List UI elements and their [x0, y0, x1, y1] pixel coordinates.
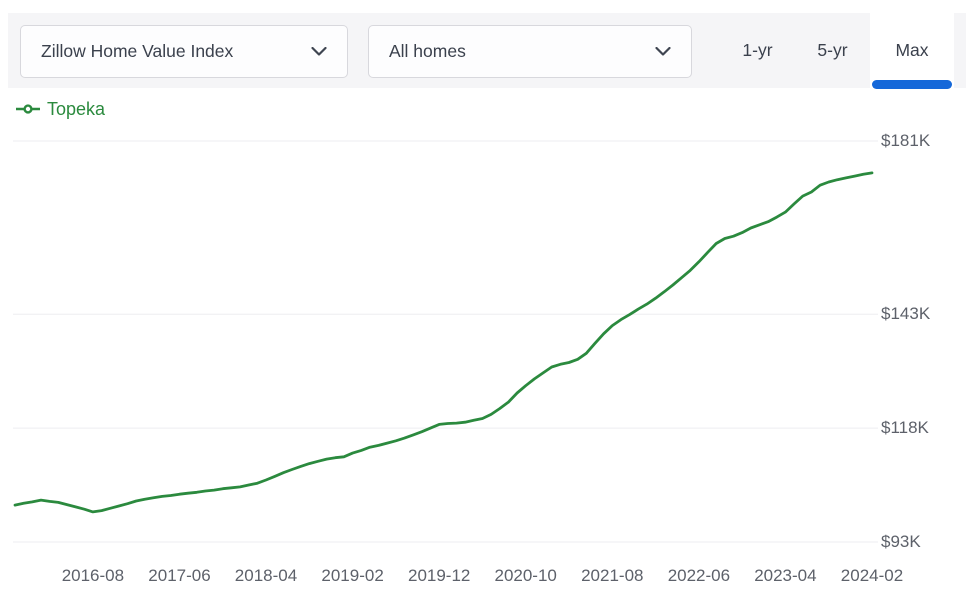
x-axis-label: 2019-02 [321, 566, 384, 585]
series-marker-icon [16, 104, 40, 114]
chevron-down-icon [311, 47, 327, 56]
x-axis-label: 2018-04 [234, 566, 298, 585]
chevron-down-icon [655, 47, 671, 56]
chart-controls-bar: Zillow Home Value Index All homes 1-yr 5… [8, 13, 966, 89]
home-type-dropdown-value: All homes [389, 41, 466, 61]
x-axis-label: 2022-06 [667, 566, 731, 585]
legend-item-topeka[interactable]: Topeka [16, 98, 105, 120]
x-axis-label: 2020-10 [494, 566, 557, 585]
tab-5yr[interactable]: 5-yr [795, 13, 870, 88]
y-axis-label: $118K [881, 418, 929, 438]
series-line-topeka [13, 171, 874, 514]
x-axis-label: 2016-08 [61, 566, 125, 585]
x-axis-label: 2023-04 [754, 566, 817, 585]
y-axis-label: $93K [881, 532, 921, 551]
y-axis-label: $143K [881, 304, 931, 324]
tab-max-label: Max [895, 40, 929, 60]
range-tabs: 1-yr 5-yr Max [720, 13, 954, 89]
legend-series-label: Topeka [47, 98, 106, 119]
tab-max[interactable]: Max [870, 13, 954, 89]
x-axis-label: 2024-02 [840, 566, 904, 585]
tab-1yr[interactable]: 1-yr [720, 13, 795, 88]
x-axis-label: 2019-12 [407, 566, 471, 585]
x-axis-label: 2021-08 [581, 566, 644, 585]
home-type-dropdown[interactable]: All homes [368, 25, 692, 78]
y-axis-label: $181K [881, 131, 931, 150]
metric-dropdown-value: Zillow Home Value Index [41, 41, 234, 61]
metric-dropdown[interactable]: Zillow Home Value Index [20, 25, 348, 78]
tab-5yr-label: 5-yr [817, 40, 848, 60]
x-axis-label: 2017-06 [148, 566, 211, 585]
active-tab-underline [872, 80, 952, 89]
tab-1yr-label: 1-yr [742, 40, 773, 60]
